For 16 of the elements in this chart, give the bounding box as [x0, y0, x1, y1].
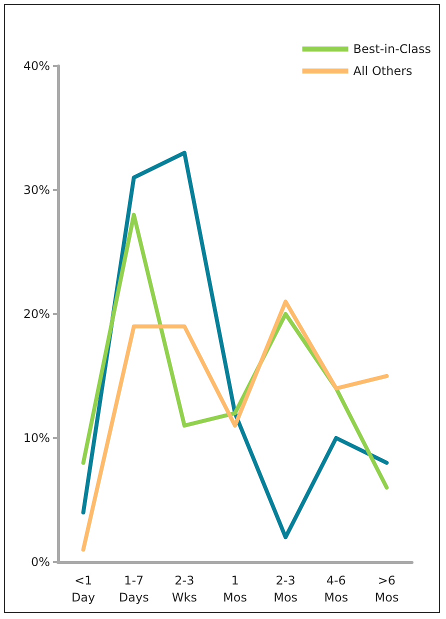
x-tick-label: >6 Mos — [374, 574, 399, 604]
y-tick-label: 10% — [23, 431, 50, 445]
x-tick-label: <1 Day — [71, 574, 96, 604]
line-series — [81, 150, 389, 540]
x-tick-label: 4-6 Mos — [324, 574, 348, 604]
legend-label: All Others — [353, 64, 412, 78]
y-tick-label: 0% — [30, 555, 50, 569]
x-tick-label: 1 Mos — [223, 574, 247, 604]
y-tick-label: 30% — [23, 183, 50, 197]
y-tick-label: 20% — [23, 307, 50, 321]
legend-label: Best-in-Class — [353, 42, 432, 56]
line-series — [81, 300, 389, 552]
x-tick-label: 2-3 Wks — [172, 574, 197, 604]
x-tick-label: 1-7 Days — [118, 574, 149, 604]
x-tick-label: 2-3 Mos — [274, 574, 298, 604]
y-tick-label: 40% — [23, 59, 50, 73]
